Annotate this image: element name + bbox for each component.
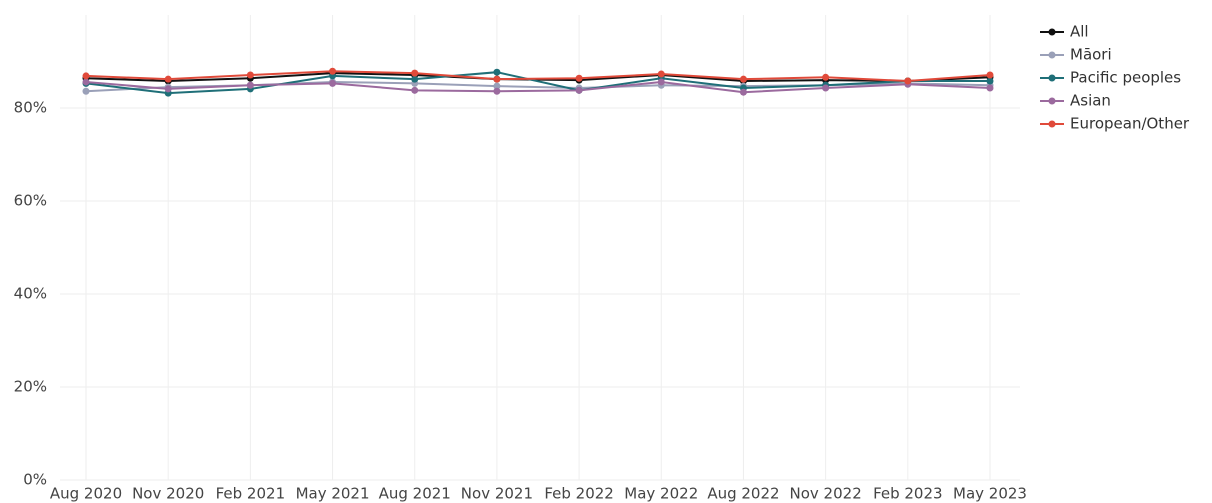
x-tick-label: Aug 2021 <box>379 485 451 503</box>
y-tick-label: 20% <box>14 378 47 396</box>
data-point <box>822 84 830 92</box>
data-point <box>575 74 583 82</box>
legend-label: All <box>1070 23 1089 41</box>
x-tick-label: May 2023 <box>953 485 1027 503</box>
x-tick-label: Nov 2021 <box>461 485 533 503</box>
x-tick-label: Aug 2020 <box>50 485 122 503</box>
series-line <box>85 70 991 83</box>
data-point <box>329 67 337 75</box>
legend-marker <box>1048 120 1056 128</box>
data-point <box>411 86 419 94</box>
data-point <box>657 70 665 78</box>
legend-marker <box>1048 97 1056 105</box>
x-tick-label: May 2021 <box>296 485 370 503</box>
data-point <box>739 75 747 83</box>
data-point <box>411 69 419 77</box>
legend-marker <box>1048 51 1056 59</box>
y-tick-label: 80% <box>14 99 47 117</box>
data-point <box>493 75 501 83</box>
series-line <box>85 71 990 95</box>
data-point <box>657 78 665 86</box>
data-point <box>82 78 90 86</box>
legend-label: Māori <box>1070 46 1112 64</box>
y-tick-label: 60% <box>14 192 47 210</box>
data-point <box>164 75 172 83</box>
data-point <box>986 77 994 85</box>
data-point <box>329 79 337 87</box>
data-point <box>822 73 830 81</box>
x-tick-label: Aug 2022 <box>707 485 779 503</box>
legend: All Māori Pacific peoples Asian European/Oth… <box>1040 23 1190 133</box>
data-point <box>246 71 254 79</box>
data-point <box>986 84 994 92</box>
x-tick-label: Nov 2022 <box>790 485 862 503</box>
data-point <box>246 81 254 89</box>
data-point <box>82 87 90 95</box>
data-point <box>904 77 912 85</box>
data-point <box>164 85 172 93</box>
data-point <box>986 71 994 79</box>
x-tick-label: Nov 2020 <box>132 485 204 503</box>
data-point <box>82 72 90 80</box>
legend-marker <box>1048 28 1056 36</box>
x-tick-label: Feb 2023 <box>873 485 943 503</box>
legend-label: Pacific peoples <box>1070 69 1181 87</box>
data-point <box>493 68 501 76</box>
data-point <box>739 88 747 96</box>
y-tick-label: 0% <box>23 471 47 489</box>
data-point <box>575 86 583 94</box>
legend-marker <box>1048 74 1056 82</box>
legend-label: Asian <box>1070 92 1111 110</box>
series-line <box>85 80 991 94</box>
data-point <box>493 82 501 90</box>
y-tick-label: 40% <box>14 285 47 303</box>
data-point <box>493 87 501 95</box>
legend-label: European/Other <box>1070 115 1190 133</box>
x-tick-label: Feb 2022 <box>544 485 614 503</box>
x-tick-label: May 2022 <box>624 485 698 503</box>
data-point <box>411 75 419 83</box>
x-tick-label: Feb 2021 <box>216 485 286 503</box>
